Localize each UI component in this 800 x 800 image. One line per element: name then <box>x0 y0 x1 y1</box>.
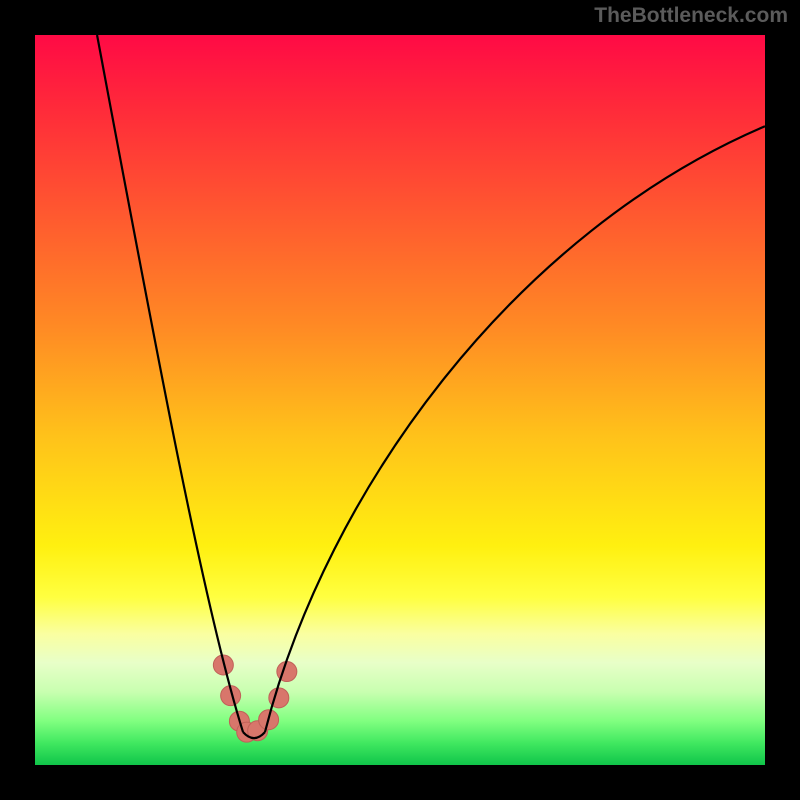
chart-container: { "watermark": { "text": "TheBottleneck.… <box>0 0 800 800</box>
watermark-text: TheBottleneck.com <box>594 4 788 28</box>
chart-svg <box>0 0 800 800</box>
plot-background <box>35 35 765 765</box>
